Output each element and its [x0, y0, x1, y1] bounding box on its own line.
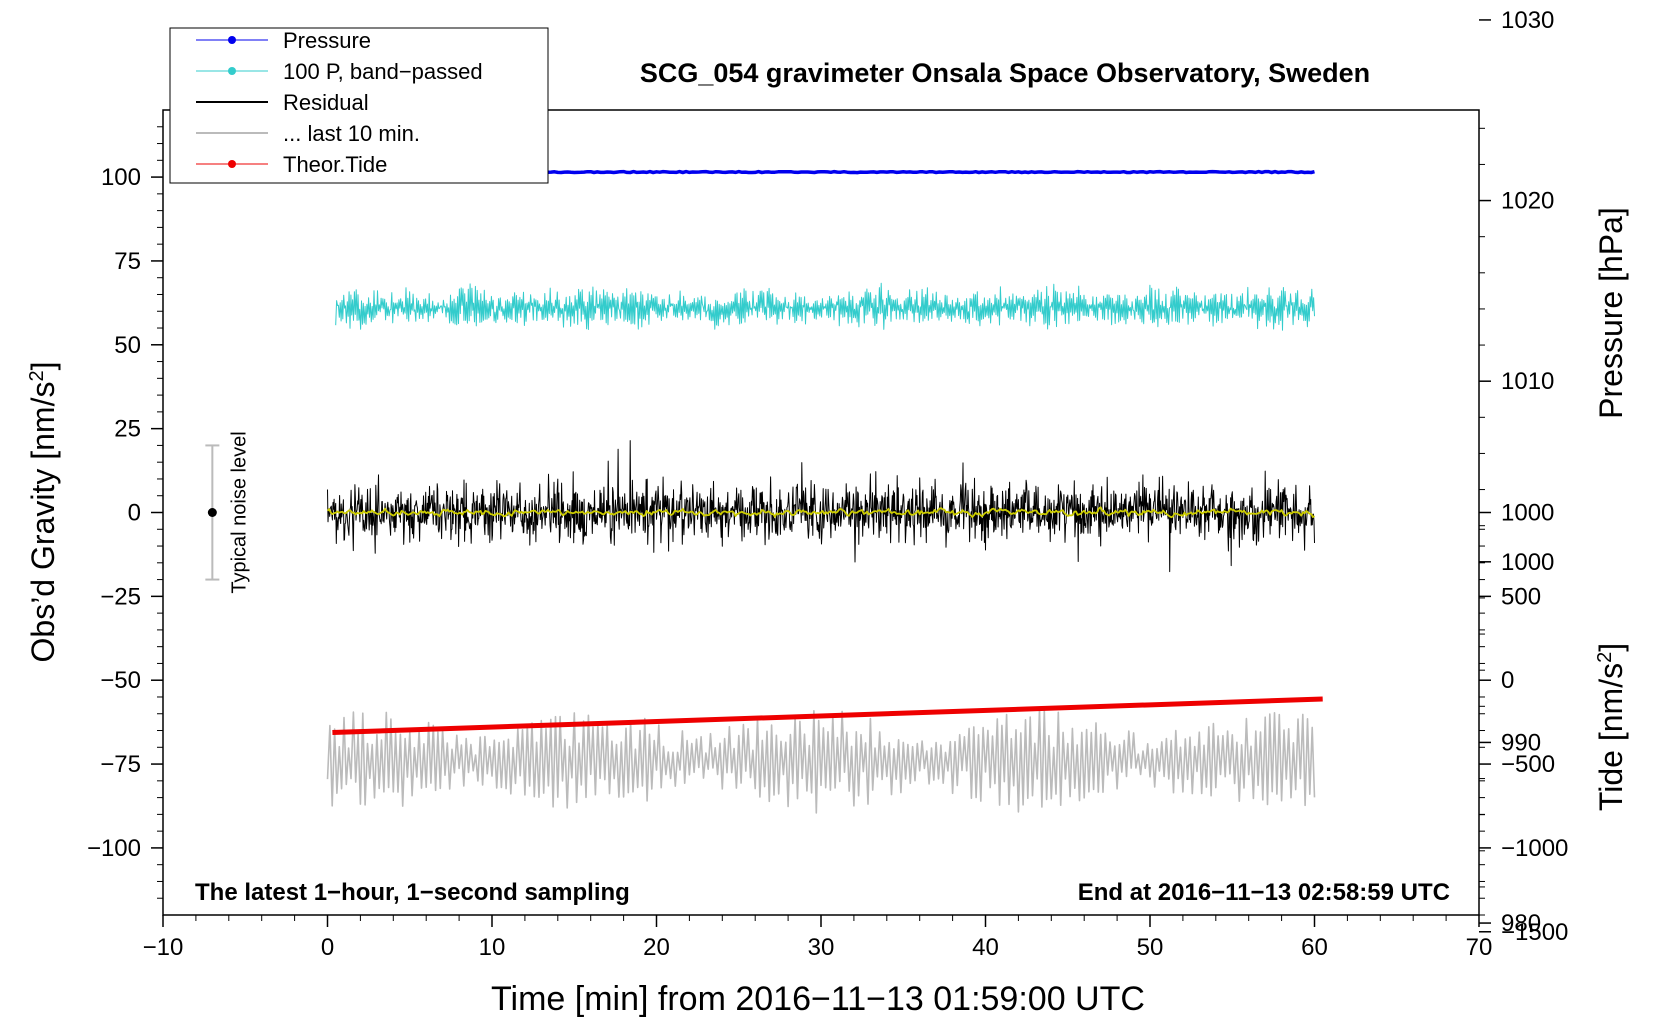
tide-tick-label: −1000: [1501, 835, 1568, 862]
pressure-axis-label: Pressure [hPa]: [1593, 207, 1629, 419]
pressure-tick-label: 1030: [1501, 7, 1554, 34]
tide-axis-label-sup: 2: [1594, 652, 1616, 663]
y-tick-label: −50: [100, 667, 141, 694]
x-tick-label: −10: [143, 934, 184, 961]
tide-axis-label-text: Tide [nm/s: [1593, 663, 1629, 811]
tide-tick-label: −500: [1501, 751, 1555, 778]
pressure-tick-label: 1000: [1501, 549, 1554, 576]
x-tick-label: 30: [808, 934, 835, 961]
pressure-tick-label: 980: [1501, 910, 1541, 937]
y-tick-label: 0: [128, 500, 141, 527]
x-tick-label: 70: [1466, 934, 1493, 961]
legend: Pressure 100 P, band−passed Residual ... la…: [169, 27, 549, 184]
annotation-end-time: End at 2016−11−13 02:58:59 UTC: [1078, 879, 1450, 906]
tide-tick-label: 500: [1501, 583, 1541, 610]
data-series: [326, 169, 1323, 814]
residual-smoothed-series: [326, 506, 1316, 519]
y-tick-label: 100: [101, 164, 141, 191]
legend-label: Theor.Tide: [283, 152, 387, 177]
noise-bar-label: Typical noise level: [228, 431, 250, 593]
annotation-sampling: The latest 1−hour, 1−second sampling: [195, 879, 630, 906]
noise-level-indicator: Typical noise level: [205, 431, 250, 594]
tide-tick-label: 0: [1501, 667, 1514, 694]
x-axis-label: Time [min] from 2016−11−13 01:59:00 UTC: [491, 980, 1145, 1018]
last-10-min-series: [326, 708, 1316, 814]
x-tick-label: 50: [1137, 934, 1164, 961]
legend-label: Pressure: [283, 28, 371, 53]
noise-bar-dot: [207, 508, 217, 517]
y-axis-label-sup: 2: [26, 370, 48, 381]
y-axis-label-text: Obs’d Gravity [nm/s: [25, 382, 61, 663]
x-tick-label: 40: [972, 934, 999, 961]
y-tick-label: −75: [100, 751, 141, 778]
y-tick-label: 50: [114, 332, 141, 359]
x-tick-label: 0: [321, 934, 334, 961]
y-tick-label: 75: [114, 248, 141, 275]
legend-box: [169, 27, 549, 184]
legend-marker: [228, 160, 236, 168]
theoretical-tide-series: [332, 696, 1323, 735]
legend-marker: [228, 67, 236, 75]
y-tick-label: 25: [114, 416, 141, 443]
y-axis-label: Obs’d Gravity [nm/s2]: [25, 362, 61, 663]
tide-tick-label: 1000: [1501, 500, 1554, 527]
y-axis-label-end: ]: [25, 362, 61, 371]
bandpassed-pressure-series: [335, 282, 1315, 331]
y-tick-label: −100: [87, 835, 141, 862]
pressure-tick-label: 990: [1501, 729, 1541, 756]
tide-tick-label: −1500: [1501, 919, 1568, 946]
x-tick-label: 20: [643, 934, 670, 961]
x-tick-label: 60: [1301, 934, 1328, 961]
y-tick-label: −25: [100, 583, 141, 610]
legend-marker: [228, 36, 236, 44]
legend-label: ... last 10 min.: [283, 121, 420, 146]
legend-label: Residual: [283, 90, 369, 115]
tide-axis-label-end: ]: [1593, 643, 1629, 652]
x-tick-label: 10: [479, 934, 506, 961]
pressure-tick-label: 1020: [1501, 188, 1554, 215]
tide-axis-label: Tide [nm/s2]: [1593, 643, 1629, 811]
residual-series: [327, 440, 1315, 573]
chart-title: SCG_054 gravimeter Onsala Space Observat…: [640, 58, 1370, 88]
legend-label: 100 P, band−passed: [283, 59, 483, 84]
pressure-tick-label: 1010: [1501, 368, 1554, 395]
axis-ticks: −10 0 10 20 30 40 50 60 701007550250−25−50−75−10…: [87, 7, 1568, 961]
